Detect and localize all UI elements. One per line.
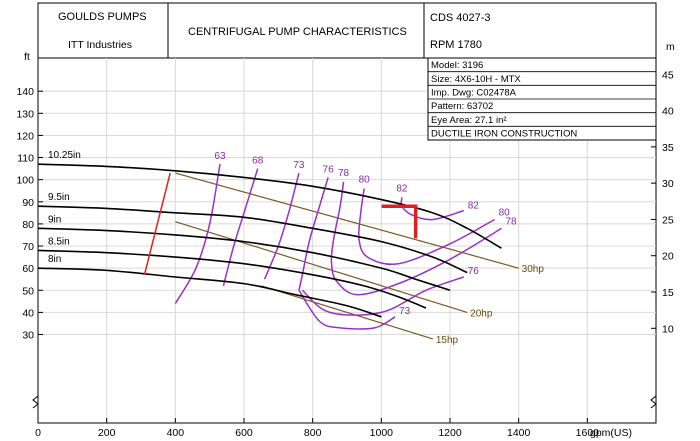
efficiency-label-top: 78	[338, 168, 350, 179]
efficiency-line-73	[298, 289, 396, 330]
min-flow-line	[143, 172, 171, 275]
y-tick-label-left: 50	[22, 285, 34, 297]
efficiency-label: 68	[252, 156, 264, 167]
power-label: 30hp	[522, 264, 545, 275]
cds-number: CDS 4027-3	[430, 12, 491, 24]
efficiency-line-73	[263, 172, 300, 280]
power-label: 15hp	[436, 335, 459, 346]
y-tick-label-right: 35	[662, 142, 674, 154]
x-tick-label: 400	[167, 427, 185, 439]
info-impeller-drawing: Imp. Dwg: C02478A	[431, 88, 517, 99]
impeller-label: 9.5in	[48, 192, 70, 203]
company-name: GOULDS PUMPS	[58, 11, 147, 23]
efficiency-label: 76	[468, 266, 480, 277]
efficiency-label: 82	[468, 201, 480, 212]
y-tick-label-right: 15	[662, 287, 674, 299]
info-eye-area: Eye Area: 27.1 in²	[431, 115, 507, 126]
pump-info-box: Model: 3196 Size: 4X6-10H - MTX Imp. Dwg…	[427, 57, 657, 141]
x-tick-label: 0	[35, 427, 41, 439]
efficiency-line-76	[298, 177, 329, 291]
info-construction: DUCTILE IRON CONSTRUCTION	[431, 129, 577, 140]
y-tick-label-right: 20	[662, 251, 674, 263]
axes: ft m gpm(US) 0 200 400 600 800 1000 1200 1400 16…	[16, 41, 675, 439]
efficiency-line-63	[174, 164, 221, 304]
chart-title: CENTRIFUGAL PUMP CHARACTERISTICS	[188, 26, 407, 38]
y-tick-label-left: 120	[16, 130, 34, 142]
y-tick-label-left: 30	[22, 330, 34, 342]
y-tick-label-left: 70	[22, 241, 34, 253]
y-axis-unit-right: m	[666, 41, 675, 53]
head-curve-9in	[37, 227, 451, 292]
y-tick-label-right: 30	[662, 178, 674, 190]
axis-break-right	[650, 395, 657, 409]
y-tick-label-right: 40	[662, 106, 674, 118]
y-tick-label-left: 60	[22, 263, 34, 275]
efficiency-label: 80	[499, 207, 511, 218]
efficiency-label: 76	[323, 164, 335, 175]
efficiency-label-top: 80	[359, 175, 371, 186]
efficiency-label: 73	[293, 160, 305, 171]
plot-frame	[37, 57, 657, 424]
y-axis-unit-left: ft	[24, 51, 30, 63]
efficiency-label: 78	[506, 216, 518, 227]
x-tick-label: 1000	[370, 427, 394, 439]
power-line-15hp	[260, 285, 434, 340]
efficiency-label: 73	[399, 306, 411, 317]
y-tick-label-left: 130	[16, 108, 34, 120]
info-size: Size: 4X6-10H - MTX	[431, 74, 521, 85]
efficiency-label: 63	[214, 151, 226, 162]
efficiency-line-76	[301, 276, 464, 316]
efficiency-label-top: 82	[396, 183, 408, 194]
y-tick-label-right: 10	[662, 323, 674, 335]
x-tick-label: 200	[98, 427, 116, 439]
y-tick-label-left: 110	[17, 153, 34, 165]
head-curve-10.25in	[37, 163, 502, 249]
impeller-label: 8.5in	[48, 236, 70, 247]
impeller-label: 10.25in	[48, 150, 81, 161]
x-tick-label: 600	[235, 427, 253, 439]
impeller-label: 9in	[48, 214, 61, 225]
x-tick-label: 1200	[438, 427, 462, 439]
info-pattern: Pattern: 63702	[431, 101, 493, 112]
power-line-30hp	[175, 172, 519, 269]
y-tick-label-left: 80	[22, 219, 34, 231]
head-curve-8in	[37, 267, 382, 318]
y-tick-label-left: 100	[16, 175, 34, 187]
y-tick-label-right: 45	[662, 69, 674, 81]
head-curve-8.5in	[37, 249, 427, 309]
y-tick-label-right: 25	[662, 214, 674, 226]
x-tick-label: 1400	[507, 427, 531, 439]
rpm-value: RPM 1780	[430, 39, 482, 51]
x-tick-label: 1600	[576, 427, 600, 439]
efficiency-line-68	[222, 168, 259, 287]
power-label: 20hp	[470, 308, 493, 319]
x-axis-label: gpm(US)	[590, 427, 632, 439]
power-line-20hp	[175, 221, 468, 313]
y-tick-label-left: 40	[22, 307, 34, 319]
efficiency-line-82	[400, 197, 464, 221]
axis-break-left	[32, 395, 39, 409]
impeller-label: 8in	[48, 254, 61, 265]
x-tick-label: 800	[304, 427, 322, 439]
y-tick-label-left: 140	[16, 86, 34, 98]
head-curve-9.5in	[37, 205, 468, 274]
efficiency-line-78	[330, 181, 502, 296]
y-tick-label-left: 90	[22, 197, 34, 209]
operating-point-marker	[381, 204, 418, 239]
efficiency-line-80	[357, 188, 495, 265]
info-model: Model: 3196	[431, 60, 483, 71]
division-name: ITT Industries	[68, 39, 132, 51]
